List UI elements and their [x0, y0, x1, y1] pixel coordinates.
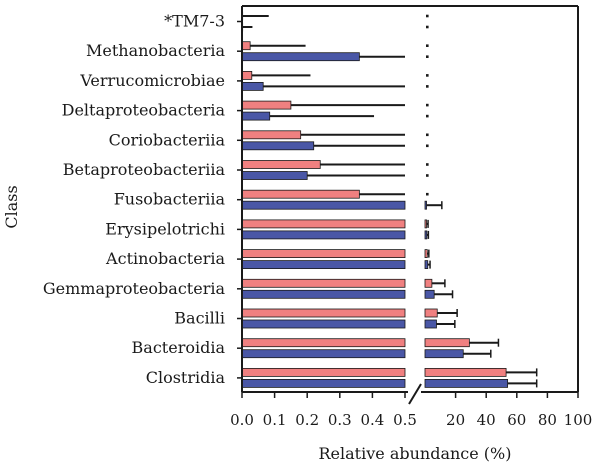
- bar-right-segment-marker: [426, 103, 429, 107]
- bar-right-segment-marker: [426, 44, 429, 47]
- bar-left-segment: [241, 171, 308, 180]
- bar-right-segment: [424, 349, 464, 359]
- bar-right-segment-marker: [426, 55, 429, 58]
- bar-right-segment: [424, 378, 509, 388]
- category-label: Erysipelotrichi: [105, 219, 225, 238]
- x-tick-label: 0.5: [393, 411, 417, 429]
- category-label: Verrucomicrobiae: [79, 71, 225, 90]
- x-tick-label: 60: [507, 411, 526, 429]
- bar-left-segment: [241, 378, 406, 388]
- bar-left-segment: [241, 200, 406, 210]
- bar-left-segment: [241, 141, 315, 151]
- x-tick-label: 20: [446, 411, 465, 429]
- bar-right-segment: [424, 249, 428, 259]
- category-label: Coriobacteriia: [109, 130, 226, 149]
- x-tick-label: 80: [538, 411, 557, 429]
- x-tick-label: 0.4: [360, 411, 384, 429]
- bar-left-segment: [241, 71, 253, 80]
- category-label: Fusobacteriia: [114, 190, 226, 209]
- bar-right-segment-marker: [426, 192, 429, 196]
- bar-right-segment-marker: [426, 163, 429, 166]
- bar-right-segment: [424, 219, 427, 229]
- bar-left-segment: [241, 349, 406, 359]
- bars-layer: [241, 11, 509, 388]
- bar-left-segment: [241, 249, 406, 259]
- x-tick-label: 100: [564, 411, 593, 429]
- x-tick-label: 40: [477, 411, 496, 429]
- bar-left-segment: [241, 338, 406, 348]
- bar-left-segment: [241, 100, 292, 110]
- y-axis-title: Class: [2, 185, 21, 228]
- category-label: *TM7-3: [164, 12, 225, 31]
- bar-right-segment-marker: [426, 174, 429, 177]
- bar-left-segment: [241, 189, 360, 199]
- x-tick-label: 0.2: [295, 411, 319, 429]
- category-label: Deltaproteobacteria: [62, 101, 226, 120]
- bar-left-segment: [241, 230, 406, 240]
- tick-labels: 0.0 0.1 0.2 0.3 0.4 0.5 20 40 60 80 100: [230, 411, 592, 429]
- bar-left-segment: [241, 260, 406, 270]
- x-tick-label: 0.3: [328, 411, 352, 429]
- bar-left-segment: [241, 319, 406, 329]
- bar-right-segment: [424, 319, 437, 329]
- x-tick-label: 0.1: [263, 411, 287, 429]
- category-label: Betaproteobacteriia: [63, 160, 226, 179]
- bar-right-segment: [424, 278, 433, 288]
- bar-left-segment: [241, 219, 406, 229]
- axes-layer: [237, 5, 579, 405]
- bar-left-segment: [241, 308, 406, 318]
- bar-right-segment: [424, 289, 435, 299]
- bar-right-segment: [424, 200, 427, 210]
- bar-right-segment: [424, 260, 429, 270]
- category-label: Bacilli: [174, 309, 225, 328]
- bar-right-segment-marker: [426, 144, 429, 148]
- bar-right-segment: [424, 308, 438, 318]
- bar-right-segment-marker: [426, 74, 429, 77]
- bar-left-segment: [241, 41, 251, 51]
- category-label: Gemmaproteobacteria: [43, 279, 226, 298]
- error-bars-layer: [242, 15, 538, 388]
- category-label: Bacteroidia: [132, 338, 226, 357]
- bar-left-segment: [241, 52, 360, 62]
- bar-left-segment: [241, 289, 406, 299]
- bar-left-segment: [241, 160, 321, 169]
- bar-right-segment: [424, 367, 507, 377]
- bar-right-segment-marker: [426, 25, 429, 29]
- category-label: Clostridia: [146, 368, 226, 387]
- x-axis-title: Relative abundance (%): [319, 444, 512, 463]
- bar-right-segment-marker: [426, 114, 429, 118]
- bar-right-segment: [424, 230, 428, 240]
- bar-right-segment-marker: [426, 133, 429, 137]
- bar-left-segment: [241, 278, 406, 288]
- bar-left-segment: [241, 130, 302, 140]
- bar-left-segment: [241, 82, 264, 91]
- bar-right-segment: [424, 338, 470, 348]
- category-label: Methanobacteria: [86, 41, 225, 60]
- bar-right-segment-marker: [426, 85, 429, 88]
- x-tick-label: 0.0: [230, 411, 254, 429]
- bar-right-segment-marker: [426, 14, 429, 18]
- bar-left-segment: [241, 367, 406, 377]
- category-labels: *TM7-3 Methanobacteria Verrucomicrobiae Del…: [43, 12, 226, 387]
- bar-left-segment: [241, 111, 271, 121]
- axis-break-mark: [408, 383, 422, 405]
- category-label: Actinobacteria: [105, 249, 225, 268]
